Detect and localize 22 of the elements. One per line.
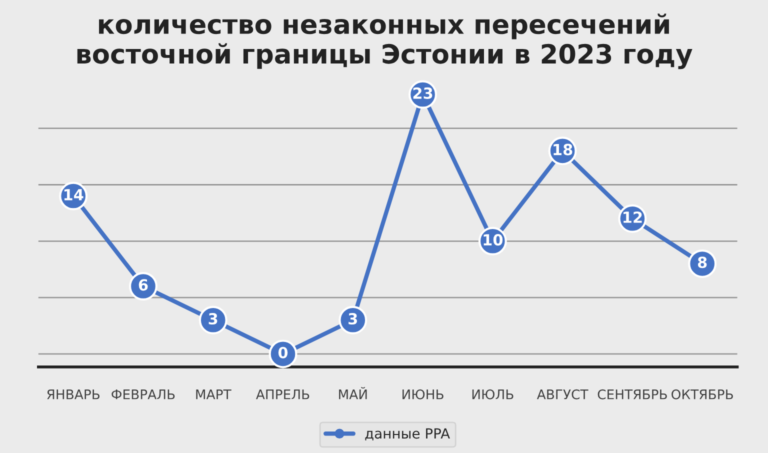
data-label: 3 bbox=[208, 312, 218, 325]
x-tick-label: ИЮНЬ bbox=[402, 389, 444, 400]
data-label: 18 bbox=[554, 144, 572, 156]
data-label: 10 bbox=[484, 234, 503, 246]
data-label: 14 bbox=[64, 189, 84, 200]
data-label: 12 bbox=[624, 211, 642, 223]
data-label: 8 bbox=[698, 256, 707, 268]
x-tick-label: МАРТ bbox=[196, 390, 232, 400]
data-label: 6 bbox=[138, 279, 148, 291]
data-label: 0 bbox=[278, 346, 288, 358]
x-tick-label: МАЙ bbox=[339, 386, 367, 400]
x-tick-label: ОКТЯБРЬ bbox=[672, 389, 733, 400]
x-tick-label: ЯНВАРЬ bbox=[47, 390, 100, 400]
x-tick-label: АВГУСТ bbox=[536, 389, 588, 400]
chart-title: количество незаконных пересечений восточной границы Эстонии в 2023 году bbox=[77, 14, 692, 70]
data-label: 23 bbox=[413, 87, 432, 99]
legend-label: данные PPA bbox=[365, 428, 450, 440]
data-label: 3 bbox=[348, 312, 357, 325]
x-tick-label: ИЮЛЬ bbox=[472, 389, 514, 400]
x-tick-label: АПРЕЛЬ bbox=[256, 390, 310, 400]
x-tick-label: СЕНТЯБРЬ bbox=[598, 389, 667, 400]
x-tick-label: ФЕВРАЛЬ bbox=[112, 390, 175, 400]
